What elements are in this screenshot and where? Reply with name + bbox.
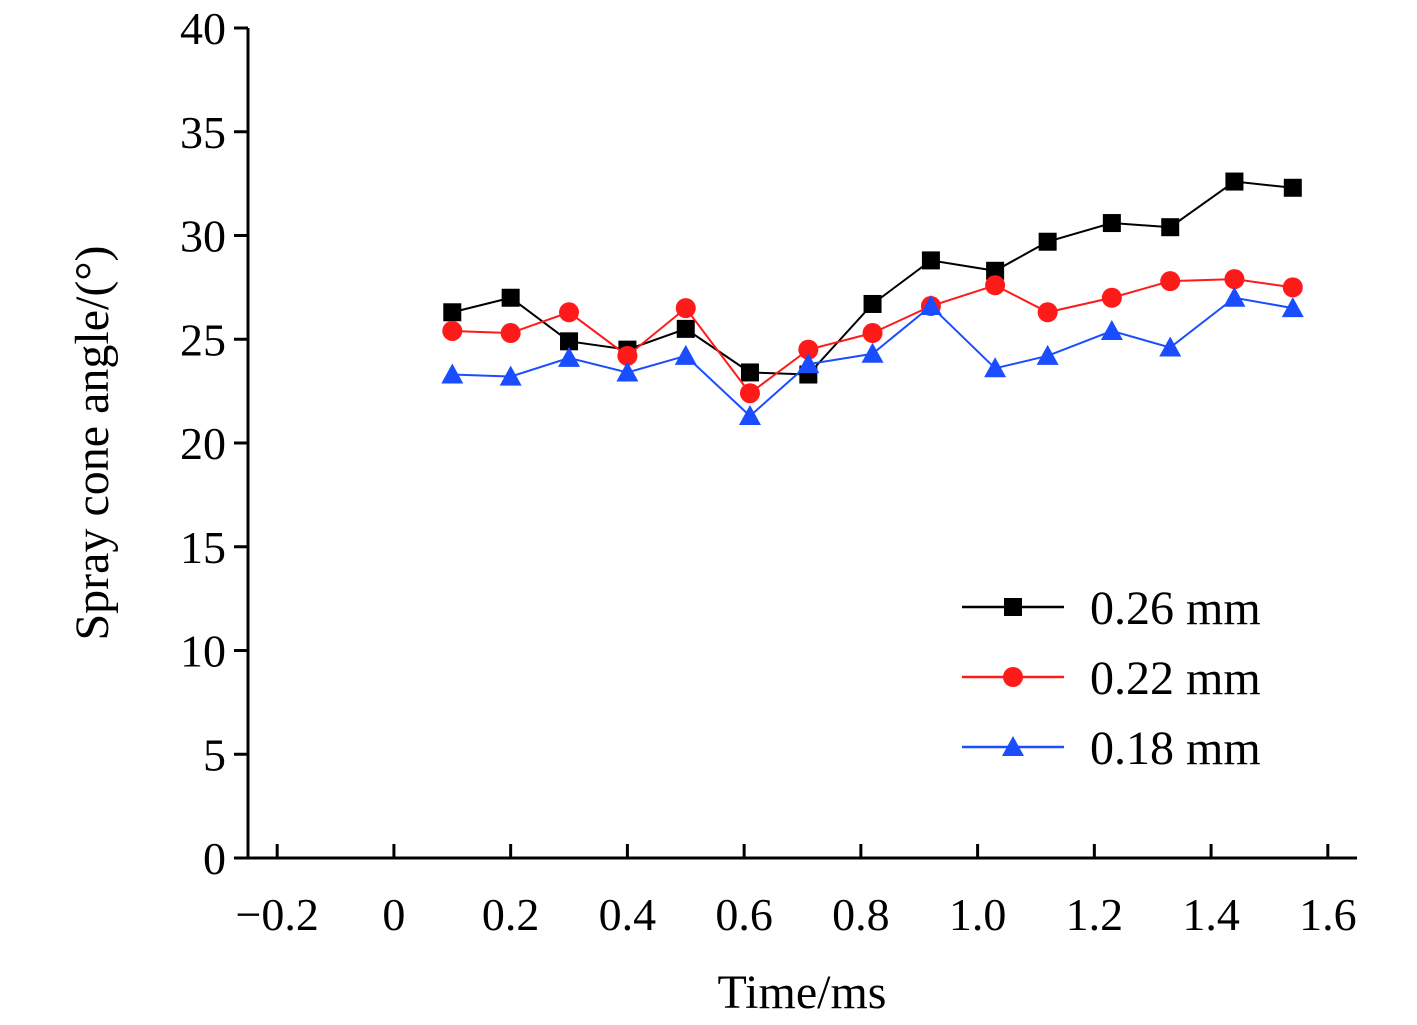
data-point <box>1224 269 1245 290</box>
data-point <box>1036 344 1059 365</box>
data-point <box>1223 286 1246 307</box>
data-point <box>617 345 638 366</box>
legend-label: 0.18 mm <box>1090 722 1261 775</box>
y-tick-label: 15 <box>180 522 226 573</box>
data-point <box>676 319 695 338</box>
legend-item: 0.22 mm <box>962 652 1261 705</box>
data-point <box>441 363 464 384</box>
data-point <box>558 346 581 367</box>
data-point <box>1101 287 1122 308</box>
data-point <box>499 365 522 386</box>
legend-label: 0.22 mm <box>1090 652 1261 705</box>
x-tick-label: 1.2 <box>1066 889 1124 940</box>
data-point <box>738 405 761 426</box>
y-tick-label: 5 <box>203 729 226 780</box>
x-tick-label: 0.6 <box>715 889 773 940</box>
data-point <box>1038 232 1057 251</box>
y-axis-label: Spray cone angle/(°) <box>66 245 119 640</box>
y-tick-label: 0 <box>203 833 226 884</box>
data-point <box>1161 218 1180 237</box>
data-point <box>798 339 819 360</box>
legend-marker <box>1003 667 1023 687</box>
x-tick-label: 1.0 <box>949 889 1007 940</box>
series-triangle <box>441 286 1304 426</box>
data-point <box>1100 319 1123 340</box>
data-point <box>560 332 579 351</box>
data-point <box>501 288 520 307</box>
legend-item: 0.26 mm <box>962 582 1261 635</box>
y-tick-label: 10 <box>180 626 226 677</box>
x-tick-label: 0.2 <box>482 889 540 940</box>
data-point <box>1037 302 1058 323</box>
x-tick-label: −0.2 <box>235 889 318 940</box>
data-point <box>443 303 462 322</box>
legend: 0.26 mm 0.22 mm 0.18 mm <box>962 582 1261 775</box>
series-circle <box>442 269 1303 404</box>
x-tick-label: 0 <box>382 889 405 940</box>
x-axis-label: Time/ms <box>718 966 887 1019</box>
data-point <box>984 357 1007 378</box>
y-tick-label: 35 <box>180 107 226 158</box>
y-tick-label: 40 <box>180 3 226 54</box>
data-point <box>797 353 820 374</box>
data-point <box>1282 277 1303 298</box>
data-point <box>862 323 883 344</box>
data-point <box>442 320 463 341</box>
legend-marker <box>1002 736 1024 756</box>
legend-item: 0.18 mm <box>962 722 1261 775</box>
data-point <box>921 251 940 270</box>
series-layer <box>441 172 1304 426</box>
data-point <box>674 344 697 365</box>
legend-marker <box>1004 598 1022 616</box>
data-point <box>1283 178 1302 197</box>
data-point <box>1159 336 1182 357</box>
data-point <box>1160 271 1181 292</box>
data-point <box>986 261 1005 280</box>
data-point <box>985 275 1006 296</box>
y-ticks: 0 5 10 15 20 25 30 35 40 <box>180 3 248 884</box>
y-tick-label: 20 <box>180 418 226 469</box>
y-tick-label: 25 <box>180 314 226 365</box>
data-point <box>559 302 580 323</box>
x-ticks: −0.2 0 0.2 0.4 0.6 0.8 1.0 1.2 1.4 1.6 <box>235 844 1357 940</box>
data-point <box>675 298 696 319</box>
data-point <box>616 361 639 382</box>
y-tick-label: 30 <box>180 211 226 262</box>
data-point <box>863 294 882 313</box>
data-point <box>919 295 942 316</box>
legend-label: 0.26 mm <box>1090 582 1261 635</box>
data-point <box>861 342 884 363</box>
data-point <box>500 323 521 344</box>
x-tick-label: 1.4 <box>1182 889 1240 940</box>
x-tick-label: 1.6 <box>1299 889 1357 940</box>
data-point <box>1102 214 1121 233</box>
x-tick-label: 0.4 <box>599 889 657 940</box>
x-tick-label: 0.8 <box>832 889 890 940</box>
data-point <box>1281 297 1304 318</box>
data-point <box>1225 172 1244 191</box>
data-point <box>740 363 759 382</box>
data-point <box>739 383 760 404</box>
